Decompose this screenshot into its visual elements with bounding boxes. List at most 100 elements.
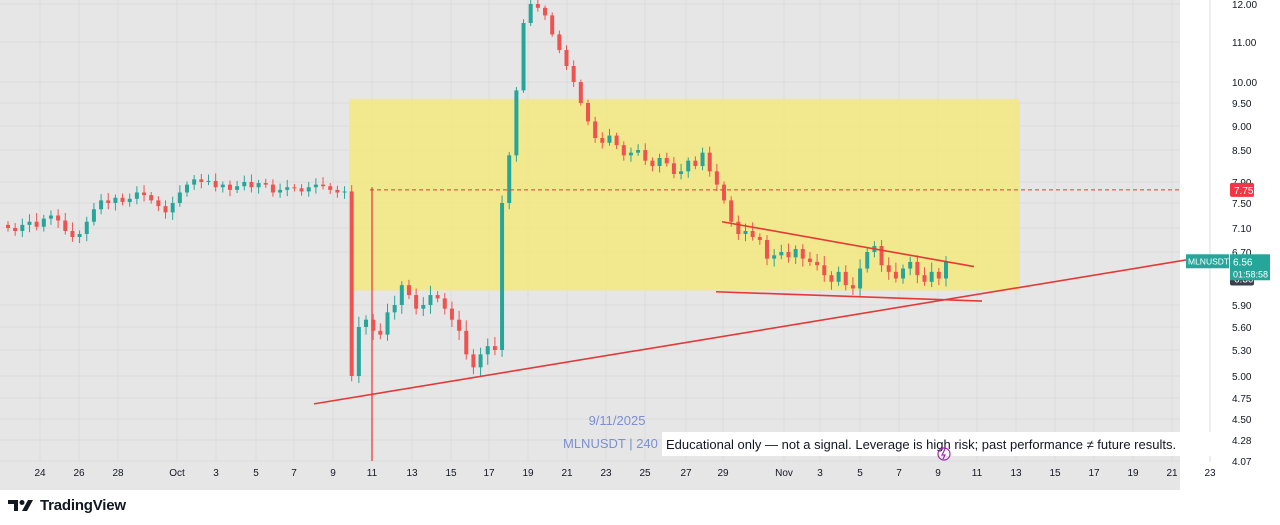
x-tick-label: 15: [1049, 468, 1061, 479]
lightning-icon[interactable]: [937, 447, 951, 461]
candle-body: [485, 346, 490, 355]
candle-body: [535, 4, 540, 8]
symbol-tag: [1186, 254, 1229, 269]
candle-body: [858, 268, 863, 289]
candle-body: [457, 319, 462, 331]
rising-support-trendline[interactable]: [313, 259, 1187, 405]
candle-body: [471, 354, 476, 368]
candle-body: [671, 163, 676, 174]
candle-body: [800, 249, 805, 259]
chart-canvas[interactable]: 12.0011.0010.009.509.008.507.907.507.106…: [0, 0, 1280, 490]
axes: 12.0011.0010.009.509.008.507.907.507.106…: [34, 0, 1257, 479]
candle-body: [378, 330, 383, 335]
candle-body: [48, 215, 53, 219]
candles: [6, 0, 948, 461]
descending-resistance-trendline[interactable]: [721, 220, 975, 268]
x-tick-label: 7: [896, 468, 902, 479]
candle-body: [607, 135, 612, 143]
candle-body: [278, 189, 283, 193]
candle-body: [371, 319, 376, 331]
candle-body: [514, 90, 519, 156]
tradingview-logo-icon[interactable]: [8, 498, 34, 512]
candle-body: [543, 7, 548, 16]
candle-body: [650, 160, 655, 166]
candle-body: [56, 215, 61, 221]
candle-body: [421, 305, 426, 309]
candle-body: [328, 186, 333, 190]
x-tick-label: 26: [73, 468, 85, 479]
candle-body: [27, 221, 32, 225]
candle-body: [936, 271, 941, 279]
x-tick-label: 17: [1088, 468, 1100, 479]
candle-body: [177, 192, 182, 203]
candle-body: [41, 218, 46, 227]
y-tick-label: 4.50: [1232, 415, 1252, 426]
candle-body: [356, 327, 361, 376]
y-tick-label: 5.60: [1232, 323, 1252, 334]
candle-body: [600, 138, 605, 143]
y-tick-label: 4.75: [1232, 394, 1252, 405]
candle-body: [464, 330, 469, 355]
candle-body: [213, 180, 218, 188]
x-tick-label: 15: [445, 468, 457, 479]
x-tick-label: 5: [857, 468, 863, 479]
candle-body: [700, 152, 705, 166]
candle-body: [385, 312, 390, 335]
candle-body: [113, 197, 118, 203]
symbol-tag-label: MLNUSDT: [1188, 256, 1229, 266]
y-tick-label: 5.30: [1232, 346, 1252, 357]
candle-body: [127, 198, 132, 202]
last-price-label: 6.56: [1233, 257, 1253, 268]
candle-body: [84, 221, 89, 234]
candle-body: [714, 171, 719, 185]
candle-body: [34, 221, 39, 227]
candle-body: [292, 187, 297, 189]
candle-body: [557, 34, 562, 50]
disclaimer-text: Educational only — not a signal. Leverag…: [666, 437, 1176, 452]
candle-body: [722, 184, 727, 201]
y-tick-label: 7.10: [1232, 224, 1252, 235]
candle-body: [743, 231, 748, 234]
candle-body: [843, 271, 848, 286]
candle-body: [306, 187, 311, 192]
candle-body: [922, 275, 927, 282]
x-tick-label: 13: [406, 468, 418, 479]
candle-body: [822, 265, 827, 276]
x-tick-label: 9: [935, 468, 941, 479]
candle-body: [156, 200, 161, 207]
candle-body: [614, 135, 619, 146]
candle-body: [757, 237, 762, 240]
candle-body: [342, 191, 347, 193]
y-tick-label: 5.90: [1232, 301, 1252, 312]
candle-body: [321, 184, 326, 187]
x-tick-label: 19: [522, 468, 534, 479]
candle-body: [585, 103, 590, 122]
watermark-date: 9/11/2025: [589, 413, 646, 428]
candle-body: [850, 285, 855, 289]
y-tick-label: 12.00: [1232, 0, 1257, 11]
candle-body: [299, 188, 304, 192]
candle-body: [120, 197, 125, 202]
candle-body: [571, 66, 576, 82]
candle-body: [349, 191, 354, 376]
candle-body: [944, 261, 948, 279]
candle-body: [729, 200, 734, 222]
candle-body: [528, 4, 533, 23]
x-tick-label: 23: [1204, 468, 1216, 479]
candle-body: [664, 158, 669, 164]
x-tick-label: 3: [817, 468, 823, 479]
candle-body: [335, 189, 340, 193]
candle-body: [779, 252, 784, 256]
brand-name[interactable]: TradingView: [40, 496, 126, 514]
watermark-symbol: MLNUSDT | 240: [563, 436, 658, 451]
x-tick-label: 27: [680, 468, 692, 479]
candle-body: [764, 240, 769, 259]
x-tick-label: Oct: [169, 468, 185, 479]
candle-body: [263, 183, 268, 185]
projection-box[interactable]: [349, 98, 1020, 291]
y-tick-label: 6.70: [1232, 248, 1252, 259]
flat-support-trendline[interactable]: [715, 290, 983, 302]
candle-body: [693, 160, 698, 166]
y-tick-label: 11.00: [1232, 38, 1257, 49]
